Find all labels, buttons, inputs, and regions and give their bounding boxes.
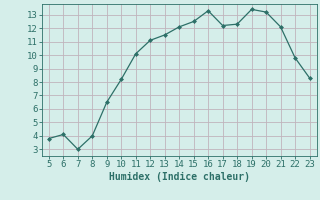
X-axis label: Humidex (Indice chaleur): Humidex (Indice chaleur) — [109, 172, 250, 182]
